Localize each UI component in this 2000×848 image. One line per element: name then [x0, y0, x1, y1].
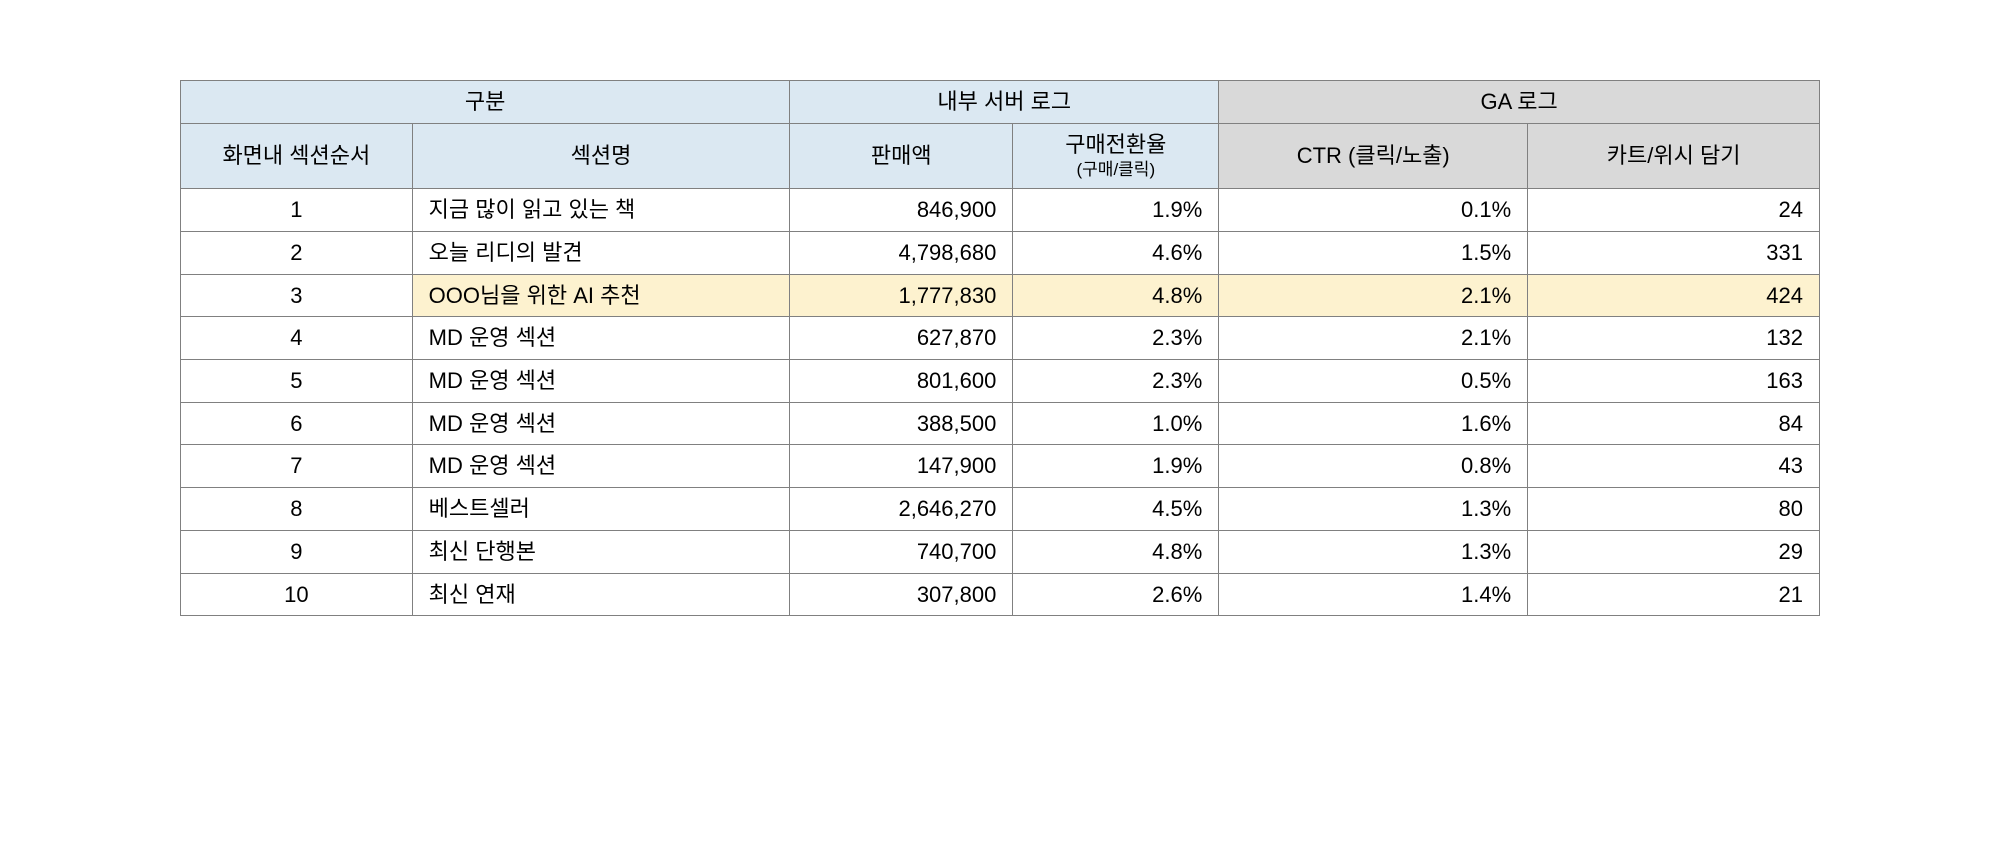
cell-sales: 801,600 — [790, 360, 1013, 403]
cell-section-name: 베스트셀러 — [412, 488, 790, 531]
section-metrics-table: 구분 내부 서버 로그 GA 로그 화면내 섹션순서 섹션명 판매액 구매전환율… — [180, 80, 1820, 616]
cell-ctr: 1.5% — [1219, 232, 1528, 275]
table-row: 6MD 운영 섹션388,5001.0%1.6%84 — [181, 402, 1820, 445]
cell-conversion: 4.5% — [1013, 488, 1219, 531]
cell-order: 6 — [181, 402, 413, 445]
cell-ctr: 1.3% — [1219, 488, 1528, 531]
cell-conversion: 4.8% — [1013, 530, 1219, 573]
table-row: 9최신 단행본740,7004.8%1.3%29 — [181, 530, 1820, 573]
table-row: 1지금 많이 읽고 있는 책846,9001.9%0.1%24 — [181, 189, 1820, 232]
cell-conversion: 1.9% — [1013, 189, 1219, 232]
cell-section-name: MD 운영 섹션 — [412, 445, 790, 488]
table-row: 5MD 운영 섹션801,6002.3%0.5%163 — [181, 360, 1820, 403]
cell-section-name: 최신 연재 — [412, 573, 790, 616]
cell-ctr: 0.5% — [1219, 360, 1528, 403]
col-sales: 판매액 — [790, 123, 1013, 189]
table-row: 7MD 운영 섹션147,9001.9%0.8%43 — [181, 445, 1820, 488]
cell-order: 3 — [181, 274, 413, 317]
cell-sales: 740,700 — [790, 530, 1013, 573]
header-group-server-log: 내부 서버 로그 — [790, 81, 1219, 124]
cell-conversion: 2.6% — [1013, 573, 1219, 616]
cell-ctr: 1.4% — [1219, 573, 1528, 616]
cell-ctr: 2.1% — [1219, 274, 1528, 317]
header-columns-row: 화면내 섹션순서 섹션명 판매액 구매전환율 (구매/클릭) CTR (클릭/노… — [181, 123, 1820, 189]
header-group-category: 구분 — [181, 81, 790, 124]
table-row: 2오늘 리디의 발견4,798,6804.6%1.5%331 — [181, 232, 1820, 275]
cell-cart: 43 — [1528, 445, 1820, 488]
col-cart: 카트/위시 담기 — [1528, 123, 1820, 189]
cell-cart: 132 — [1528, 317, 1820, 360]
cell-section-name: 오늘 리디의 발견 — [412, 232, 790, 275]
cell-cart: 29 — [1528, 530, 1820, 573]
cell-cart: 331 — [1528, 232, 1820, 275]
cell-order: 7 — [181, 445, 413, 488]
cell-order: 5 — [181, 360, 413, 403]
col-conversion: 구매전환율 (구매/클릭) — [1013, 123, 1219, 189]
cell-sales: 1,777,830 — [790, 274, 1013, 317]
cell-ctr: 0.8% — [1219, 445, 1528, 488]
cell-conversion: 2.3% — [1013, 360, 1219, 403]
cell-section-name: MD 운영 섹션 — [412, 360, 790, 403]
header-group-ga-log: GA 로그 — [1219, 81, 1820, 124]
cell-ctr: 1.6% — [1219, 402, 1528, 445]
cell-section-name: MD 운영 섹션 — [412, 402, 790, 445]
cell-sales: 627,870 — [790, 317, 1013, 360]
cell-ctr: 2.1% — [1219, 317, 1528, 360]
cell-conversion: 4.6% — [1013, 232, 1219, 275]
cell-conversion: 1.9% — [1013, 445, 1219, 488]
cell-ctr: 0.1% — [1219, 189, 1528, 232]
cell-cart: 24 — [1528, 189, 1820, 232]
cell-section-name: 지금 많이 읽고 있는 책 — [412, 189, 790, 232]
col-conversion-sub: (구매/클릭) — [1025, 159, 1206, 182]
cell-conversion: 1.0% — [1013, 402, 1219, 445]
cell-section-name: OOO님을 위한 AI 추천 — [412, 274, 790, 317]
cell-cart: 84 — [1528, 402, 1820, 445]
cell-cart: 80 — [1528, 488, 1820, 531]
cell-cart: 163 — [1528, 360, 1820, 403]
cell-section-name: MD 운영 섹션 — [412, 317, 790, 360]
table-row: 4MD 운영 섹션627,8702.3%2.1%132 — [181, 317, 1820, 360]
cell-order: 2 — [181, 232, 413, 275]
cell-sales: 2,646,270 — [790, 488, 1013, 531]
table-row: 10최신 연재307,8002.6%1.4%21 — [181, 573, 1820, 616]
col-order: 화면내 섹션순서 — [181, 123, 413, 189]
col-conversion-main: 구매전환율 — [1065, 132, 1166, 157]
cell-sales: 147,900 — [790, 445, 1013, 488]
header-group-row: 구분 내부 서버 로그 GA 로그 — [181, 81, 1820, 124]
cell-order: 8 — [181, 488, 413, 531]
cell-order: 4 — [181, 317, 413, 360]
cell-sales: 307,800 — [790, 573, 1013, 616]
cell-sales: 4,798,680 — [790, 232, 1013, 275]
cell-order: 10 — [181, 573, 413, 616]
cell-conversion: 2.3% — [1013, 317, 1219, 360]
table-body: 1지금 많이 읽고 있는 책846,9001.9%0.1%242오늘 리디의 발… — [181, 189, 1820, 616]
table-row: 3OOO님을 위한 AI 추천1,777,8304.8%2.1%424 — [181, 274, 1820, 317]
cell-sales: 846,900 — [790, 189, 1013, 232]
cell-conversion: 4.8% — [1013, 274, 1219, 317]
cell-ctr: 1.3% — [1219, 530, 1528, 573]
cell-section-name: 최신 단행본 — [412, 530, 790, 573]
cell-cart: 21 — [1528, 573, 1820, 616]
col-ctr: CTR (클릭/노출) — [1219, 123, 1528, 189]
cell-cart: 424 — [1528, 274, 1820, 317]
cell-order: 1 — [181, 189, 413, 232]
cell-order: 9 — [181, 530, 413, 573]
cell-sales: 388,500 — [790, 402, 1013, 445]
table-row: 8베스트셀러2,646,2704.5%1.3%80 — [181, 488, 1820, 531]
col-section-name: 섹션명 — [412, 123, 790, 189]
